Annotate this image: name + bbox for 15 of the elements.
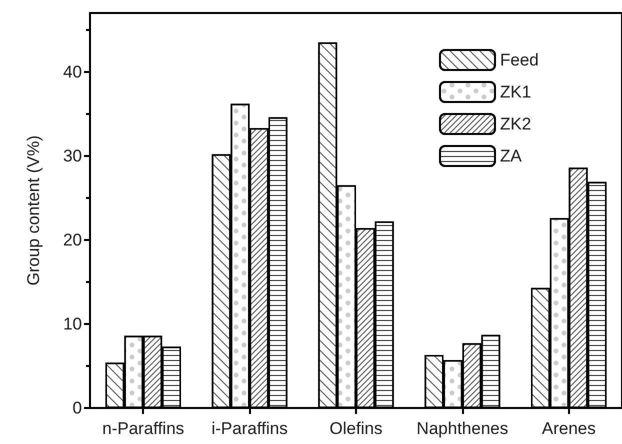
x-tick-label: Naphthenes: [416, 419, 508, 438]
y-axis-title: Group content (V%): [24, 135, 43, 286]
y-tick-label: 30: [63, 146, 82, 166]
x-tick-label: n-Paraffins: [102, 419, 184, 438]
x-tick-label: i-Paraffins: [211, 419, 288, 438]
y-tick-label: 20: [63, 230, 82, 250]
y-tick-label: 0: [72, 398, 82, 418]
x-tick-label: Arenes: [542, 419, 596, 438]
x-tick-label: Olefins: [330, 419, 382, 438]
y-tick-label: 10: [63, 314, 82, 334]
legend-label: ZA: [500, 146, 522, 166]
y-tick-label: 40: [63, 62, 82, 82]
legend-label: Feed: [500, 50, 539, 70]
legend-label: ZK2: [500, 114, 532, 134]
legend-label: ZK1: [500, 82, 532, 102]
